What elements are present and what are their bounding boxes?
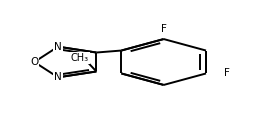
Text: N: N: [54, 42, 62, 52]
Text: F: F: [161, 24, 167, 34]
Text: O: O: [30, 57, 39, 67]
Text: N: N: [54, 72, 62, 82]
Text: CH₃: CH₃: [71, 53, 89, 63]
Text: F: F: [224, 68, 230, 78]
